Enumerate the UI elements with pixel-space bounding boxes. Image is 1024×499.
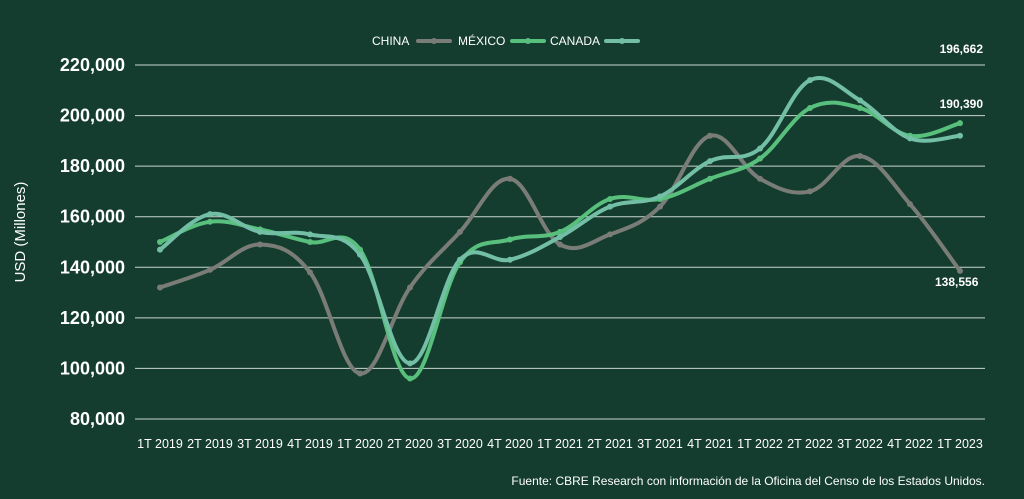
legend-marker (619, 38, 625, 44)
data-label: 196,662 (940, 42, 984, 56)
x-tick-label: 3T 2022 (837, 437, 883, 451)
data-point (557, 228, 563, 235)
data-point (807, 104, 813, 111)
x-tick-label: 3T 2019 (237, 437, 283, 451)
legend-label: CHINA (372, 34, 409, 48)
data-point (207, 266, 213, 273)
data-label: 190,390 (940, 97, 984, 111)
data-point (307, 239, 313, 245)
x-tick-label: 1T 2023 (937, 437, 983, 451)
x-tick-label: 4T 2020 (487, 437, 533, 451)
y-axis-ticks: 220,000 200,000 180,000 160,000 140,000 120,0… (60, 55, 125, 429)
y-tick-label: 80,000 (70, 409, 125, 429)
x-tick-label: 3T 2021 (637, 437, 683, 451)
data-point (257, 241, 263, 248)
x-tick-label: 3T 2020 (437, 437, 483, 451)
data-point (807, 77, 813, 84)
legend-marker (431, 38, 437, 44)
data-point (207, 211, 213, 218)
data-point (657, 203, 663, 210)
x-tick-label: 4T 2022 (887, 437, 933, 451)
data-point (957, 120, 963, 127)
y-tick-label: 140,000 (60, 257, 125, 277)
data-point (457, 256, 463, 263)
y-tick-label: 220,000 (60, 55, 125, 75)
data-point (407, 360, 413, 367)
x-tick-label: 1T 2021 (537, 437, 583, 451)
data-point (707, 132, 713, 139)
data-point (407, 375, 413, 382)
series-line-china (158, 133, 962, 376)
series-lines (158, 76, 962, 381)
x-tick-label: 2T 2022 (787, 437, 833, 451)
series-line-méxico (158, 100, 962, 381)
data-point (507, 236, 513, 243)
data-point (407, 284, 413, 291)
data-point (857, 104, 863, 111)
data-point (557, 241, 563, 248)
data-point (757, 175, 763, 182)
data-point (557, 233, 563, 240)
data-point (357, 251, 363, 258)
series-line-canada (158, 76, 962, 366)
gridlines (135, 64, 985, 420)
data-labels: 196,662 190,390 138,556 (935, 42, 983, 289)
data-point (607, 196, 613, 203)
data-point (607, 203, 613, 210)
series-points (157, 77, 963, 382)
data-point (707, 158, 713, 165)
x-tick-label: 4T 2019 (287, 437, 333, 451)
data-point (257, 228, 263, 235)
legend-label: MÉXICO (458, 33, 505, 48)
data-point (357, 370, 363, 377)
data-point (507, 175, 513, 182)
data-point (907, 135, 913, 142)
legend-marker (525, 38, 531, 44)
y-axis-label: USD (Millones) (12, 182, 29, 283)
data-point (607, 231, 613, 238)
legend-label: CANADA (550, 34, 600, 48)
y-tick-label: 180,000 (60, 156, 125, 176)
x-tick-label: 1T 2019 (137, 437, 183, 451)
data-point (807, 188, 813, 195)
data-point (957, 132, 963, 139)
y-tick-label: 160,000 (60, 207, 125, 227)
source-note: Fuente: CBRE Research con información de… (511, 474, 985, 488)
data-point (757, 155, 763, 162)
data-point (457, 228, 463, 235)
y-tick-label: 200,000 (60, 106, 125, 126)
x-tick-label: 1T 2022 (737, 437, 783, 451)
data-point (507, 256, 513, 263)
data-point (707, 175, 713, 182)
data-point (157, 239, 163, 245)
data-point (157, 284, 163, 291)
data-point (757, 145, 763, 152)
data-point (307, 231, 313, 238)
x-tick-label: 2T 2020 (387, 437, 433, 451)
data-point (207, 218, 213, 225)
y-tick-label: 120,000 (60, 308, 125, 328)
data-point (307, 269, 313, 276)
y-tick-label: 100,000 (60, 358, 125, 378)
x-tick-label: 1T 2020 (337, 437, 383, 451)
data-label: 138,556 (935, 275, 979, 289)
x-tick-label: 2T 2019 (187, 437, 233, 451)
x-tick-label: 2T 2021 (587, 437, 633, 451)
x-tick-label: 4T 2021 (687, 437, 733, 451)
data-point (157, 246, 163, 253)
data-point (957, 267, 963, 274)
data-point (657, 193, 663, 200)
x-axis-ticks: 1T 2019 2T 2019 3T 2019 4T 2019 1T 2020 2T 20… (137, 437, 983, 451)
data-point (907, 201, 913, 208)
legend: CHINA MÉXICO CANADA (372, 33, 640, 48)
data-point (857, 153, 863, 160)
data-point (857, 97, 863, 104)
data-point (357, 246, 363, 253)
